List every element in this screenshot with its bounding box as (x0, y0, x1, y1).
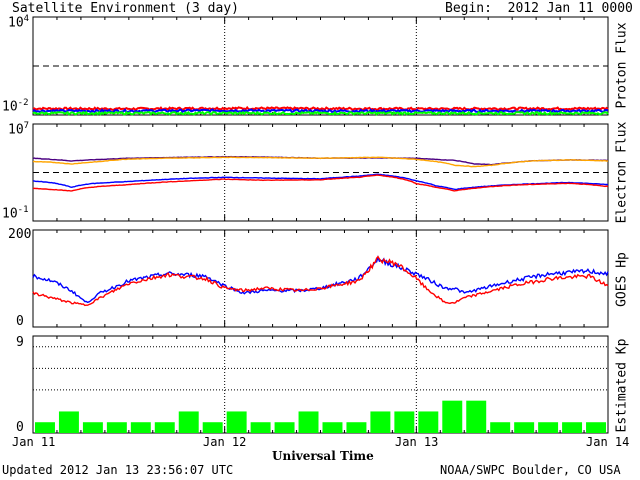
kp-bar (35, 422, 55, 433)
hp-ytick-bottom: 0 (16, 314, 24, 329)
kp-bar (442, 400, 463, 433)
kp-bar (322, 422, 343, 433)
kp-bar (490, 422, 511, 433)
kp-bar (274, 422, 295, 433)
series-line-proton-flux-blue (32, 108, 609, 114)
hp-ytick-top: 200 (8, 227, 32, 242)
proton-ytick-bottom: 10-2 (2, 98, 29, 115)
series-line-electron-flux-orange (32, 156, 609, 168)
kp-bar (298, 411, 319, 433)
plot-title: Satellite Environment (3 day) (12, 1, 239, 16)
kp-bar (178, 411, 199, 433)
xaxis-label: Universal Time (272, 449, 374, 463)
kp-bar (154, 422, 175, 433)
series-line-goes-hp-blue (32, 255, 609, 304)
electron-ytick-bottom: 10-1 (2, 205, 29, 222)
electron-ytick-top: 107 (8, 121, 30, 138)
kp-bar (58, 411, 79, 433)
xtick-jan14: Jan 14 (586, 435, 630, 449)
panel-frame-electron-flux (32, 123, 609, 222)
panel-frame-proton-flux (32, 16, 609, 116)
kp-bar (562, 422, 583, 433)
kp-bar (466, 400, 487, 433)
kp-bar (418, 411, 439, 433)
kp-bar (226, 411, 247, 433)
panel-frame-estimated-kp (32, 335, 609, 434)
kp-bar (202, 422, 223, 433)
kp-bar (250, 422, 271, 433)
series-line-goes-hp-red (32, 255, 609, 307)
kp-bar (514, 422, 535, 433)
begin-label: Begin: 2012 Jan 11 0000 UTC (445, 1, 640, 16)
updated-timestamp: Updated 2012 Jan 13 23:56:07 UTC (2, 463, 234, 477)
series-line-proton-flux-green (32, 110, 609, 116)
begin-value: 2012 Jan 11 0000 UTC (507, 1, 640, 16)
kp-bar (370, 411, 391, 433)
series-line-electron-flux-blue (32, 173, 609, 191)
proton-ytick-top: 104 (8, 14, 30, 31)
kp-ytick-top: 9 (16, 335, 24, 350)
kp-bar (82, 422, 103, 433)
kp-bar (346, 422, 367, 433)
kp-ytick-bottom: 0 (16, 420, 24, 435)
kp-bar (130, 422, 151, 433)
kp-bar (538, 422, 559, 433)
kp-bar (106, 422, 127, 433)
series-line-electron-flux-red (32, 174, 609, 192)
xtick-jan12: Jan 12 (203, 435, 247, 449)
xtick-jan11: Jan 11 (12, 435, 56, 449)
series-line-proton-flux-red (32, 105, 609, 112)
source-credit: NOAA/SWPC Boulder, CO USA (440, 463, 621, 477)
kp-bar (586, 422, 606, 433)
kp-bar (394, 411, 415, 433)
xtick-jan13: Jan 13 (395, 435, 439, 449)
begin-label-text: Begin: (445, 1, 492, 16)
